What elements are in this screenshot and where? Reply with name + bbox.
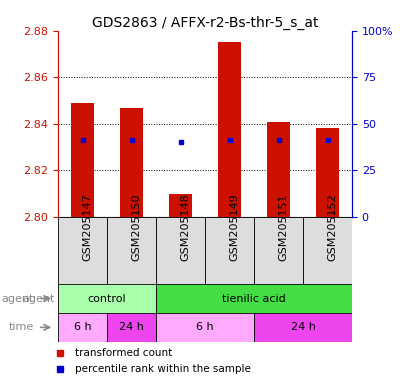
Text: GSM205152: GSM205152 (328, 193, 338, 261)
Text: 6 h: 6 h (74, 322, 91, 333)
Bar (156, 313, 254, 342)
Text: transformed count: transformed count (75, 348, 172, 358)
Bar (58, 313, 107, 342)
Bar (58, 284, 156, 313)
Text: control: control (88, 293, 126, 304)
Text: 6 h: 6 h (196, 322, 214, 333)
Text: percentile rank within the sample: percentile rank within the sample (75, 364, 251, 374)
Bar (120, 108, 142, 217)
Text: 24 h: 24 h (119, 322, 144, 333)
Text: GSM205150: GSM205150 (132, 193, 142, 261)
Bar (72, 103, 94, 217)
Bar (316, 129, 338, 217)
Text: GSM205148: GSM205148 (180, 193, 190, 261)
Bar (156, 217, 205, 284)
Bar (268, 121, 290, 217)
Bar (170, 194, 192, 217)
Bar (107, 217, 156, 284)
Title: GDS2863 / AFFX-r2-Bs-thr-5_s_at: GDS2863 / AFFX-r2-Bs-thr-5_s_at (92, 16, 318, 30)
Bar (205, 217, 254, 284)
Text: time: time (9, 322, 34, 333)
Text: GSM205147: GSM205147 (82, 193, 92, 261)
Text: GSM205151: GSM205151 (278, 193, 288, 261)
Bar (218, 42, 240, 217)
Bar (58, 217, 107, 284)
Bar (254, 313, 352, 342)
Bar (303, 217, 352, 284)
Bar (107, 313, 156, 342)
Bar (254, 217, 303, 284)
Text: GSM205149: GSM205149 (230, 193, 240, 261)
Text: 24 h: 24 h (290, 322, 316, 333)
Bar (156, 284, 352, 313)
Text: tienilic acid: tienilic acid (222, 293, 286, 304)
Text: agent: agent (2, 293, 34, 304)
Text: agent: agent (22, 293, 54, 304)
